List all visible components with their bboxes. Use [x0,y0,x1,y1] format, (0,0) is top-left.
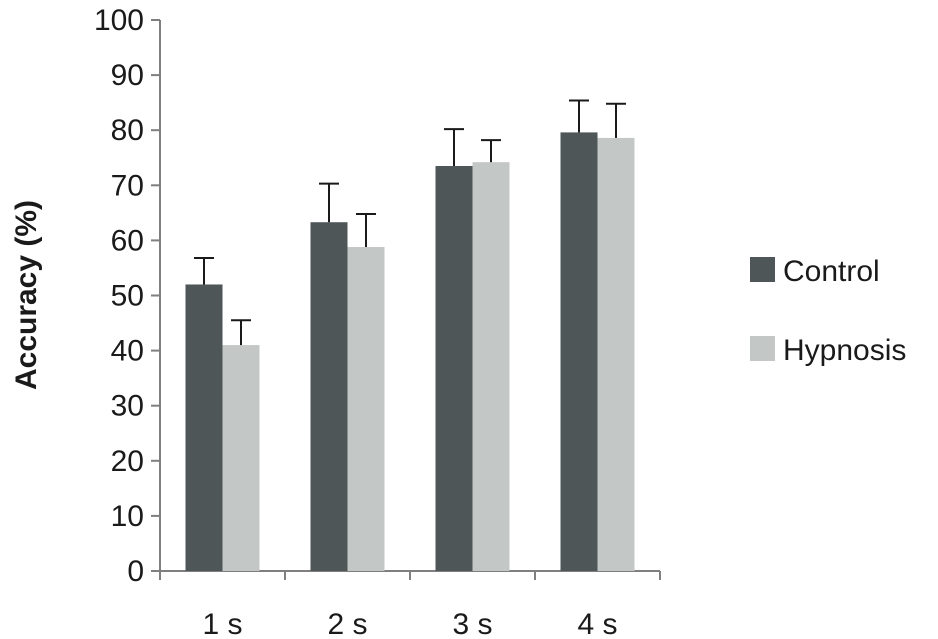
bar-control-1 [185,284,223,571]
x-tick-label: 3 s [452,608,492,639]
bar-hypnosis-4 [597,137,635,571]
bar-control-4 [560,132,598,572]
error-bars [194,99,626,346]
legend-label-control: Control [783,255,880,288]
x-tick-label: 2 s [327,608,367,639]
y-tick-label: 40 [111,335,144,368]
legend-swatch-control [750,257,775,282]
y-tick-label: 90 [111,59,144,92]
y-tick-label: 60 [111,224,144,257]
y-tick-label: 30 [111,390,144,423]
y-tick-label: 10 [111,500,144,533]
y-tick-label: 0 [127,555,144,588]
y-tick-label: 80 [111,114,144,147]
legend-swatch-hypnosis [750,336,775,361]
x-tick-label: 1 s [202,608,242,639]
bar-hypnosis-3 [472,162,510,571]
legend: Control Hypnosis [750,255,906,367]
x-tick-label: 4 s [577,608,617,639]
legend-label-hypnosis: Hypnosis [783,334,906,367]
y-tick-label: 100 [94,4,144,37]
bar-control-2 [310,222,348,572]
x-axis: 1 s 2 s 3 s 4 s [151,570,661,639]
y-tick-label: 70 [111,169,144,202]
bar-hypnosis-2 [347,247,385,571]
y-tick-label: 20 [111,445,144,478]
bar-control-3 [435,166,473,571]
y-tick-label: 50 [111,280,144,313]
y-axis-title: Accuracy (%) [10,200,43,390]
y-axis: 0 10 20 30 40 50 60 70 80 90 100 [94,4,161,588]
bars [185,132,635,572]
bar-hypnosis-1 [222,345,260,571]
